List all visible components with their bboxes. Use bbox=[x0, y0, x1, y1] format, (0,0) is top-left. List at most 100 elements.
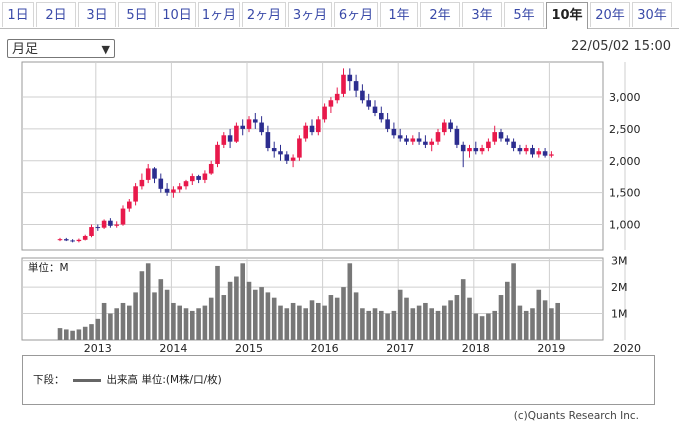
candle-body bbox=[177, 186, 182, 190]
price-y-tick-label: 1,000 bbox=[609, 219, 641, 232]
candle-body bbox=[70, 240, 75, 242]
candle-body bbox=[492, 132, 497, 142]
candle-body bbox=[360, 90, 365, 101]
tab-11[interactable]: 2年 bbox=[420, 2, 460, 27]
volume-bar bbox=[114, 308, 119, 340]
candle-body bbox=[227, 135, 233, 142]
legend: 下段： 出来高 単位:(M株/口/枚) bbox=[33, 372, 222, 387]
volume-y-tick-label: 3M bbox=[611, 255, 628, 268]
candle-body bbox=[284, 154, 290, 161]
candle-body bbox=[171, 189, 176, 193]
tab-2[interactable]: 2日 bbox=[36, 2, 76, 27]
volume-bar bbox=[416, 305, 422, 340]
volume-bar bbox=[101, 302, 107, 340]
volume-bar bbox=[448, 300, 453, 340]
candle-body bbox=[127, 201, 132, 209]
volume-bar bbox=[152, 292, 157, 340]
candle-body bbox=[76, 239, 82, 242]
candle-body bbox=[234, 125, 239, 142]
tab-1[interactable]: 1日 bbox=[2, 2, 34, 27]
volume-bar bbox=[164, 289, 170, 340]
volume-bar bbox=[158, 279, 164, 340]
tab-12[interactable]: 3年 bbox=[462, 2, 502, 27]
tab-16[interactable]: 30年 bbox=[632, 2, 672, 27]
candle-body bbox=[240, 125, 245, 129]
volume-bar bbox=[454, 295, 460, 340]
price-y-tick-label: 2,000 bbox=[609, 155, 641, 168]
tab-10[interactable]: 1年 bbox=[380, 2, 418, 27]
candle-body bbox=[183, 181, 189, 187]
tab-8[interactable]: 3ヶ月 bbox=[288, 2, 332, 27]
candle-body bbox=[82, 235, 88, 240]
volume-bar bbox=[253, 289, 258, 340]
x-tick-label: 2019 bbox=[537, 342, 565, 355]
tab-13[interactable]: 5年 bbox=[504, 2, 544, 27]
volume-bar bbox=[202, 305, 208, 340]
timestamp: 22/05/02 15:00 bbox=[571, 39, 671, 54]
volume-bar bbox=[82, 326, 88, 340]
candle-body bbox=[523, 148, 529, 152]
candle-body bbox=[278, 151, 283, 155]
candle-body bbox=[385, 119, 390, 129]
volume-unit-label: 単位：M bbox=[28, 261, 69, 274]
x-tick-label: 2016 bbox=[311, 342, 339, 355]
candle-body bbox=[271, 148, 277, 152]
candle-body bbox=[322, 106, 327, 120]
tab-6[interactable]: 1ヶ月 bbox=[198, 2, 240, 27]
candle-body bbox=[423, 141, 428, 145]
volume-bar bbox=[530, 308, 535, 340]
volume-bar bbox=[316, 302, 321, 340]
volume-bar bbox=[442, 305, 447, 340]
volume-bar bbox=[460, 279, 466, 340]
volume-bar bbox=[385, 313, 390, 340]
volume-bar bbox=[511, 263, 516, 340]
tab-5[interactable]: 10日 bbox=[158, 2, 196, 27]
candle-body bbox=[164, 188, 170, 193]
tab-3[interactable]: 3日 bbox=[78, 2, 116, 27]
period-select[interactable]: 月足 ▼ bbox=[7, 39, 115, 58]
candle-body bbox=[435, 132, 441, 142]
legend-box: 下段： 出来高 単位:(M株/口/枚) bbox=[22, 355, 655, 405]
candle-body bbox=[429, 141, 434, 145]
volume-bar bbox=[240, 263, 245, 340]
x-tick-label: 2014 bbox=[159, 342, 187, 355]
candle-body bbox=[397, 135, 403, 139]
tab-4[interactable]: 5日 bbox=[118, 2, 156, 27]
candle-body bbox=[410, 138, 416, 142]
volume-bar bbox=[297, 305, 302, 340]
candle-body bbox=[517, 148, 523, 152]
volume-bar bbox=[89, 324, 94, 340]
volume-bar bbox=[227, 281, 233, 340]
candle-body bbox=[511, 141, 516, 149]
tab-15[interactable]: 20年 bbox=[590, 2, 630, 27]
candle-body bbox=[309, 125, 315, 133]
candle-body bbox=[404, 138, 409, 142]
volume-bar bbox=[64, 329, 69, 340]
volume-bar bbox=[410, 308, 416, 340]
volume-bar bbox=[208, 297, 214, 340]
candle-body bbox=[95, 227, 101, 229]
candle-body bbox=[366, 100, 371, 107]
volume-bar bbox=[328, 295, 334, 340]
price-y-tick-label: 3,000 bbox=[609, 91, 641, 104]
candle-body bbox=[120, 208, 126, 225]
volume-bar bbox=[492, 310, 497, 340]
volume-bar bbox=[70, 330, 75, 340]
candle-body bbox=[473, 148, 479, 152]
volume-bar bbox=[341, 287, 346, 340]
volume-bar bbox=[303, 308, 308, 340]
candle-body bbox=[454, 128, 460, 145]
volume-bar bbox=[265, 292, 271, 340]
candle-body bbox=[498, 132, 504, 139]
candle-body bbox=[290, 157, 296, 161]
volume-bar bbox=[309, 300, 315, 340]
candle-body bbox=[158, 178, 164, 189]
tab-7[interactable]: 2ヶ月 bbox=[242, 2, 286, 27]
tab-9[interactable]: 6ヶ月 bbox=[334, 2, 378, 27]
tab-14[interactable]: 10年 bbox=[546, 2, 588, 29]
volume-bar bbox=[196, 308, 201, 340]
candle-body bbox=[316, 119, 321, 133]
candle-body bbox=[259, 122, 264, 133]
candle-body bbox=[265, 132, 271, 149]
